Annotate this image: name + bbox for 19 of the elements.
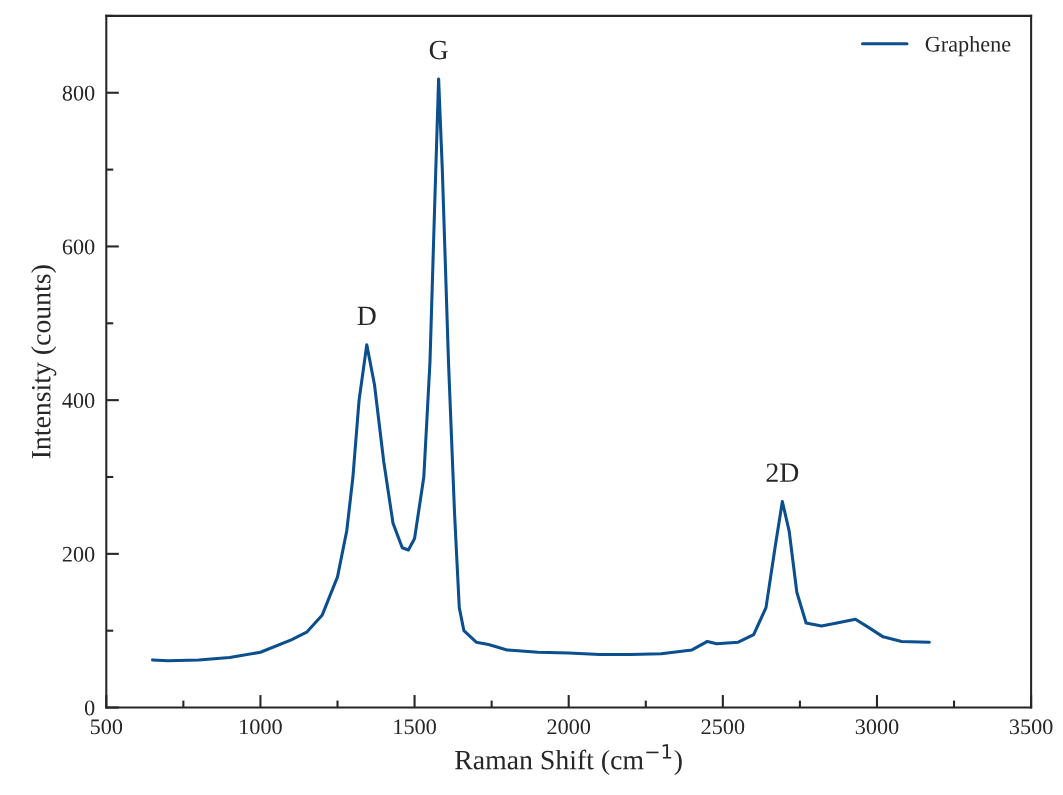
x-tick-label: 1500 — [394, 719, 436, 735]
x-tick-label: 2000 — [547, 719, 591, 735]
annotation: G — [429, 40, 448, 60]
x-tick-label: 2500 — [701, 719, 745, 735]
annotation: 2D — [766, 463, 799, 482]
y-tick-label: 0 — [84, 700, 95, 716]
y-tick-label: 800 — [62, 85, 95, 101]
y-tick-label: 200 — [62, 546, 95, 562]
x-tick-label: 3000 — [855, 719, 899, 735]
x-tick-label: 500 — [90, 719, 123, 735]
line-series — [151, 77, 931, 663]
legend-label: Graphene — [925, 36, 1011, 57]
x-axis-title: Raman Shift (cm$^{−1}$) — [455, 744, 682, 776]
annotation: D — [357, 306, 376, 326]
y-tick-label: 400 — [62, 393, 95, 409]
y-tick-label: 600 — [62, 239, 95, 255]
y-axis-title: Intensity (counts) — [31, 265, 57, 459]
x-tick-label: 1000 — [240, 719, 282, 735]
x-tick-label: 3500 — [1009, 719, 1053, 735]
